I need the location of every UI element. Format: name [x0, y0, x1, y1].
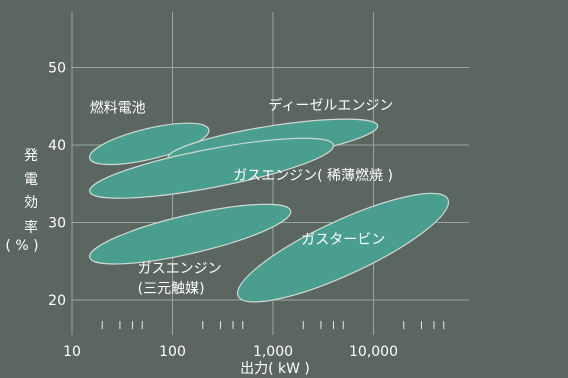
y-axis-label: 率 [24, 219, 38, 236]
x-tick-label: 1,000 [253, 344, 293, 360]
region-label: 燃料電池 [90, 99, 146, 116]
region-3 [89, 137, 335, 199]
y-axis-label: 効 [24, 195, 38, 211]
y-axis-label: 発 [24, 148, 38, 164]
regions [88, 118, 450, 303]
x-tick-label: 10,000 [349, 344, 398, 360]
x-tick-label: 100 [159, 344, 186, 360]
region-label: ガスタービン [301, 232, 385, 248]
y-tick-label: 40 [48, 138, 66, 154]
y-tick-label: 50 [48, 61, 66, 77]
labels: 10 100 1,000 10,000 20 30 40 50 燃料電池 ディーゼルエンジンガスエ… [5, 61, 398, 378]
region-5 [236, 192, 450, 303]
region-label: ディーゼルエンジン [268, 97, 393, 114]
region-label: (三元触媒) [138, 281, 205, 297]
region-4 [89, 203, 292, 265]
region-1 [88, 122, 210, 166]
y-tick-label: 30 [48, 216, 66, 232]
y-axis-label: 電 [24, 172, 38, 188]
region-label: ガスエンジン( 稀薄燃焼 ) [233, 167, 393, 184]
x-axis-label: 出力( kW ) [240, 361, 310, 377]
x-tick-label: 10 [63, 344, 81, 360]
y-axis-label: ( % ) [5, 238, 38, 254]
region-label: ガスエンジン [138, 261, 222, 277]
y-tick-label: 20 [48, 293, 66, 309]
